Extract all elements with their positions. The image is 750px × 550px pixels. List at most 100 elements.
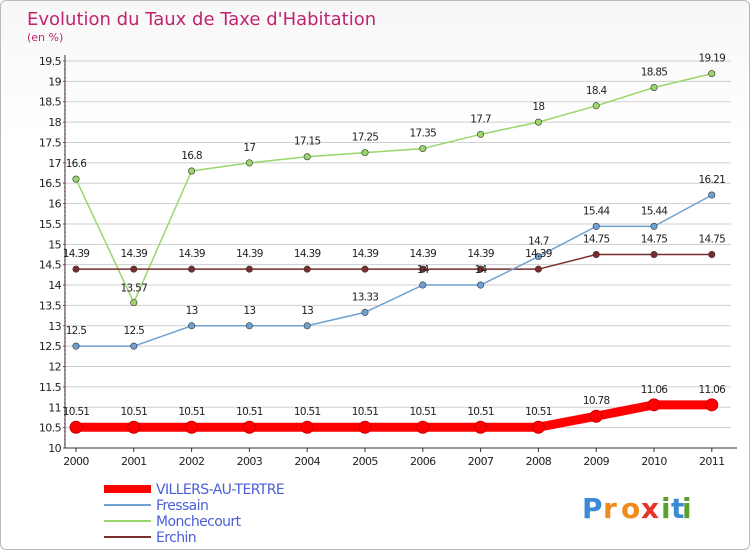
data-label: 17.15 (294, 136, 321, 148)
data-label: 19.19 (699, 53, 726, 65)
y-tick-label: 11.5 (39, 381, 62, 394)
y-tick-label: 10.5 (39, 422, 62, 435)
data-label: 14.39 (467, 248, 494, 260)
data-point (72, 175, 80, 183)
data-point (477, 281, 485, 289)
data-point (127, 420, 141, 434)
data-label: 14.39 (63, 248, 90, 260)
data-point (592, 222, 600, 230)
data-label: 15.44 (583, 205, 611, 217)
x-tick-label: 2001 (121, 455, 147, 468)
y-tick-label: 19.5 (39, 55, 62, 68)
data-point (708, 70, 716, 78)
data-point (361, 265, 369, 273)
data-label: 14.7 (528, 236, 549, 248)
data-point (592, 251, 600, 259)
data-point (242, 420, 256, 434)
data-label: 15.44 (641, 205, 669, 217)
data-label: 16.8 (181, 150, 202, 162)
logo-letter: P (582, 492, 603, 525)
data-point (419, 281, 427, 289)
y-tick-label: 13.5 (39, 299, 62, 312)
x-tick-label: 2000 (63, 455, 89, 468)
data-label: 12.5 (124, 325, 145, 337)
data-label: 17.7 (470, 113, 491, 125)
y-tick-label: 16.5 (39, 177, 62, 190)
data-label: 14.39 (121, 248, 148, 260)
y-tick-label: 11 (48, 401, 61, 414)
series-line-erchin (75, 253, 713, 270)
data-label: 13 (301, 305, 313, 317)
data-point (358, 420, 372, 434)
data-label: 14.75 (699, 234, 726, 246)
data-label: 13 (186, 305, 198, 317)
data-label: 14.39 (410, 248, 437, 260)
data-point (185, 420, 199, 434)
logo-letter: t (671, 492, 684, 525)
data-point (477, 130, 485, 138)
chart-title: Evolution du Taux de Taxe d'Habitation (27, 9, 376, 30)
data-point (650, 83, 658, 91)
data-label: 14.39 (178, 248, 205, 260)
data-label: 14.39 (525, 248, 552, 260)
y-tick-label: 16 (48, 198, 61, 211)
data-point (188, 167, 196, 175)
x-tick-label: 2006 (410, 455, 436, 468)
data-label: 18.85 (641, 66, 668, 78)
data-point (300, 420, 314, 434)
data-point (188, 322, 196, 330)
y-tick-label: 15.5 (39, 218, 62, 231)
data-label: 14.39 (236, 248, 263, 260)
data-label: 10.51 (63, 406, 90, 418)
data-label: 10.78 (583, 395, 610, 407)
data-point (477, 265, 485, 273)
logo-letter: x (641, 492, 659, 525)
data-point (303, 265, 311, 273)
data-point (245, 159, 253, 167)
data-point (303, 322, 311, 330)
x-tick-label: 2011 (699, 455, 725, 468)
x-tick-label: 2005 (352, 455, 378, 468)
data-label: 11.06 (641, 384, 669, 396)
data-label: 11.06 (699, 384, 727, 396)
y-tick-label: 18.5 (39, 96, 62, 109)
data-point (419, 145, 427, 153)
legend-label: VILLERS-AU-TERTRE (156, 482, 284, 498)
axes: 10 10.5 11 11.5 12 12.5 13 13.5 14 14.5 15 15.5 16 16… (39, 55, 737, 468)
data-label: 10.51 (294, 406, 321, 418)
y-tick-label: 17 (48, 157, 61, 170)
y-tick-label: 13 (48, 320, 61, 333)
data-point (474, 420, 488, 434)
x-tick-label: 2004 (294, 455, 320, 468)
data-point (361, 149, 369, 157)
y-tick-label: 14 (48, 279, 61, 292)
data-point (72, 265, 80, 273)
x-tick-label: 2007 (468, 455, 494, 468)
data-label: 16.6 (66, 158, 88, 170)
legend-label: Fressain (156, 498, 208, 514)
data-label: 16.21 (699, 174, 726, 186)
data-point (534, 253, 542, 261)
y-tick-label: 19 (48, 75, 61, 88)
data-label: 12.5 (66, 325, 87, 337)
logo-letter: i (661, 492, 671, 525)
logo-letter: o (621, 492, 640, 525)
data-label: 10.51 (525, 406, 552, 418)
chart-subtitle: (en %) (27, 31, 63, 44)
data-label: 10.51 (352, 406, 379, 418)
data-point (647, 398, 661, 412)
data-label: 14.75 (583, 234, 610, 246)
data-point (531, 420, 545, 434)
data-label: 13.33 (352, 291, 379, 303)
data-label: 10.51 (121, 406, 148, 418)
data-label: 18 (532, 101, 544, 113)
data-label: 18.4 (586, 85, 608, 97)
data-labels: 10.51 10.51 10.51 10.51 10.51 10.51 10.51 10.51… (63, 53, 727, 419)
data-point (303, 153, 311, 161)
data-point (650, 251, 658, 259)
data-label: 14.75 (641, 234, 668, 246)
series-line-villers-au-tertre (71, 400, 717, 432)
data-point (534, 118, 542, 126)
